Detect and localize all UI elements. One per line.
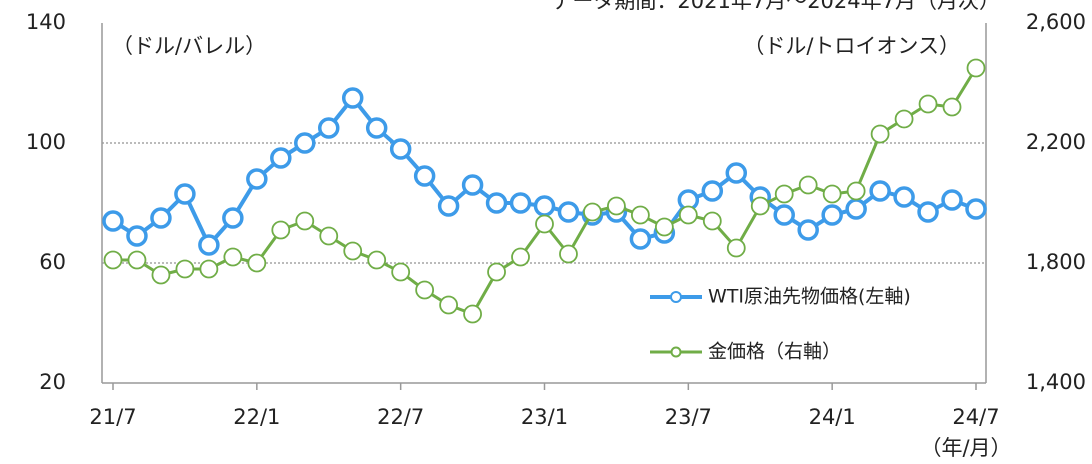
series-line: [113, 67, 978, 316]
data-point: [294, 132, 316, 154]
data-point: [894, 109, 914, 129]
legend-marker: [670, 291, 682, 303]
data-point: [270, 147, 292, 169]
data-point: [151, 265, 171, 285]
data-point: [725, 162, 748, 184]
data-point: [199, 259, 219, 279]
data-point: [295, 211, 315, 231]
data-point: [439, 295, 459, 315]
data-point: [126, 225, 148, 247]
y-tick-label: 100: [26, 130, 66, 154]
data-point: [557, 201, 580, 223]
data-point: [678, 205, 698, 225]
chart-subtitle: データ期間：2021年7月～2024年7月（月次）: [551, 0, 1000, 13]
data-point: [415, 280, 435, 300]
data-point: [822, 184, 842, 204]
data-point: [198, 234, 220, 256]
data-point: [966, 58, 986, 78]
data-point: [893, 186, 915, 208]
legend-marker: [670, 346, 682, 358]
data-point: [271, 220, 291, 240]
x-tick-label: 22/1: [233, 405, 280, 429]
data-point: [485, 192, 508, 214]
data-point: [341, 87, 364, 109]
x-tick-label: 22/7: [377, 405, 424, 429]
x-tick-label: 24/7: [952, 405, 999, 429]
data-point: [222, 207, 244, 229]
legend-label: 金価格（右軸）: [708, 341, 841, 363]
y2-tick-label: 2,600: [1026, 10, 1086, 34]
data-point: [463, 304, 482, 324]
data-point: [869, 180, 891, 202]
data-point: [821, 204, 843, 226]
data-point: [509, 192, 532, 214]
data-point: [797, 219, 819, 241]
data-point: [630, 205, 650, 225]
data-point: [246, 168, 268, 190]
x-axis-label: （年/月）: [920, 436, 1011, 460]
data-point: [102, 210, 124, 232]
x-tick-label: 23/1: [521, 405, 568, 429]
data-point: [365, 117, 388, 139]
y-tick-label: 20: [39, 370, 66, 394]
data-point: [965, 198, 987, 220]
x-tick-label: 24/1: [809, 405, 856, 429]
data-point: [583, 202, 602, 222]
data-point: [846, 181, 866, 201]
data-point: [461, 174, 484, 196]
data-point: [247, 253, 267, 273]
x-tick-label: 21/7: [89, 405, 136, 429]
data-point: [918, 94, 938, 114]
data-point: [343, 241, 363, 261]
data-point: [607, 196, 626, 216]
data-point: [798, 175, 818, 195]
legend-label: WTI原油先物価格(左軸): [708, 286, 911, 308]
data-point: [773, 204, 795, 226]
data-point: [127, 250, 147, 270]
data-point: [413, 165, 436, 187]
data-point: [103, 250, 123, 270]
data-point: [750, 196, 770, 216]
y-tick-label: 60: [39, 250, 66, 274]
data-point: [318, 117, 340, 139]
data-point: [774, 184, 794, 204]
data-point: [319, 226, 339, 246]
data-point: [701, 180, 724, 202]
data-point: [487, 262, 506, 282]
data-point: [845, 198, 867, 220]
data-point: [654, 217, 674, 237]
data-point: [175, 259, 195, 279]
data-point: [629, 228, 652, 250]
data-point: [726, 238, 746, 258]
data-point: [150, 207, 172, 229]
data-point: [917, 201, 939, 223]
data-point: [942, 97, 962, 117]
data-point: [533, 195, 556, 217]
data-point: [511, 247, 530, 267]
data-point: [391, 262, 411, 282]
data-point: [223, 247, 243, 267]
y-axis-label: （ドル/バレル）: [112, 34, 266, 58]
data-point: [559, 244, 578, 264]
data-point: [870, 124, 890, 144]
y2-axis-label: （ドル/トロイオンス）: [743, 34, 960, 58]
data-point: [367, 250, 387, 270]
y2-tick-label: 1,400: [1026, 370, 1086, 394]
data-point: [437, 195, 460, 217]
x-tick-label: 23/7: [665, 405, 712, 429]
y-tick-label: 140: [26, 10, 66, 34]
y2-tick-label: 2,200: [1026, 130, 1086, 154]
data-point: [702, 211, 722, 231]
data-point: [174, 183, 196, 205]
data-point: [389, 138, 412, 160]
y2-tick-label: 1,800: [1026, 250, 1086, 274]
data-point: [941, 189, 963, 211]
data-point: [535, 214, 554, 234]
